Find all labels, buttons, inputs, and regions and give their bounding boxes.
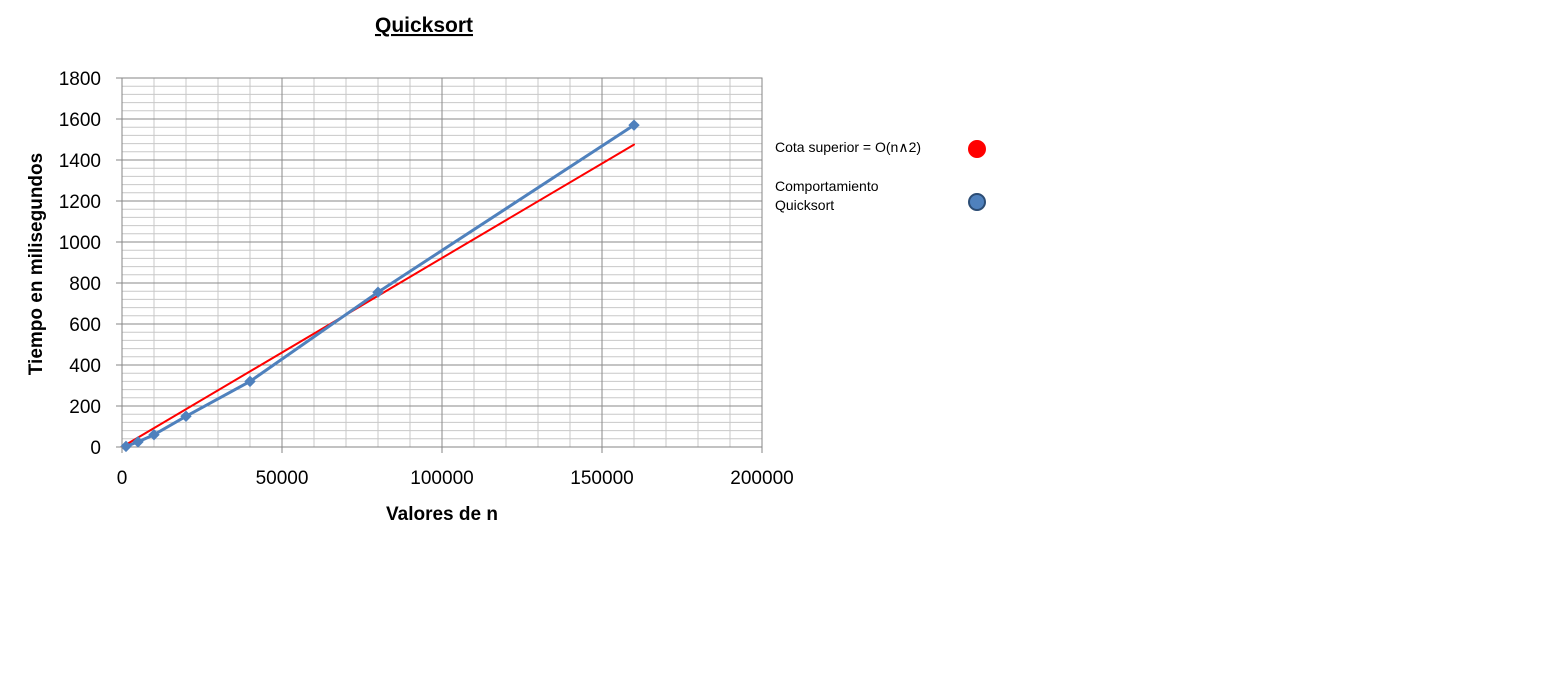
y-tick-label: 1200 [59, 192, 101, 213]
x-tick-label: 0 [117, 468, 128, 489]
x-tick-label: 100000 [410, 468, 473, 489]
legend-label-quicksort: Comportamiento Quicksort [775, 178, 882, 213]
legend-label-cota: Cota superior = O(n∧2) [775, 139, 921, 155]
legend: Cota superior = O(n∧2) Comportamiento Qu… [775, 139, 986, 213]
y-tick-label: 1000 [59, 233, 101, 254]
data-point [132, 436, 144, 448]
data-point [372, 286, 384, 298]
series-layer [120, 119, 640, 453]
x-axis-label: Valores de n [386, 504, 498, 525]
y-tick-label: 1400 [59, 151, 101, 172]
x-tick-label: 50000 [256, 468, 309, 489]
data-point [244, 375, 256, 388]
data-point [180, 410, 192, 422]
blue-circle-icon [968, 193, 986, 211]
red-circle-icon [968, 140, 986, 158]
y-axis-label: Tiempo en milisegundos [26, 153, 47, 375]
chart-title: Quicksort [375, 14, 473, 37]
y-tick-label: 1600 [59, 110, 101, 131]
data-point [628, 119, 640, 131]
y-tick-label: 800 [69, 274, 101, 295]
y-tick-label: 200 [69, 397, 101, 418]
y-tick-label: 1800 [59, 69, 101, 90]
legend-item-quicksort: Comportamiento Quicksort [775, 178, 986, 213]
x-tick-label: 150000 [570, 468, 633, 489]
y-tick-label: 600 [69, 315, 101, 336]
grid-layer [121, 77, 763, 448]
data-point [120, 440, 132, 453]
ticks-layer: 0 200 400 600 800 1000 1200 1400 1600 1800 0 50000 1… [59, 69, 794, 489]
y-tick-label: 400 [69, 356, 101, 377]
x-tick-label: 200000 [730, 468, 793, 489]
data-point [148, 428, 160, 441]
legend-item-cota: Cota superior = O(n∧2) [775, 139, 986, 158]
series-quicksort [120, 119, 640, 453]
y-tick-label: 0 [90, 438, 101, 459]
